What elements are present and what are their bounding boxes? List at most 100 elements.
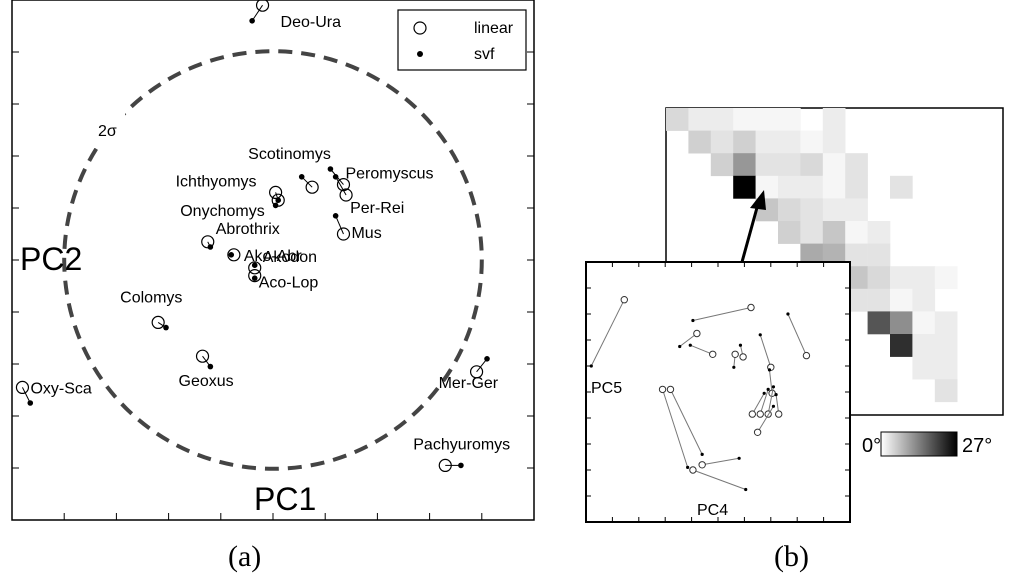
linear-marker bbox=[469, 365, 484, 379]
linear-marker bbox=[227, 248, 241, 262]
inset-svf-marker bbox=[774, 393, 778, 397]
inset-connector-line bbox=[590, 299, 625, 367]
inset-connector-line bbox=[670, 389, 703, 455]
pointer-arrow-shaft bbox=[740, 203, 760, 263]
svf-marker bbox=[327, 166, 334, 172]
heatmap-cell bbox=[800, 175, 824, 199]
heatmap-cell bbox=[800, 221, 824, 244]
inset-linear-marker bbox=[802, 351, 811, 360]
svf-marker bbox=[251, 262, 258, 269]
svf-marker bbox=[251, 275, 258, 282]
inset-svf-marker bbox=[766, 387, 770, 391]
svf-marker bbox=[484, 356, 490, 362]
inset-linear-marker bbox=[709, 350, 717, 358]
inset-svf-marker bbox=[691, 318, 695, 323]
point-label: Ako-Abr bbox=[244, 248, 302, 265]
linear-marker bbox=[151, 315, 165, 329]
inset-linear-marker bbox=[739, 353, 747, 361]
panel-b: PC5 PC4 0° 27° bbox=[585, 107, 1004, 523]
inset-svf-marker bbox=[688, 343, 692, 347]
legend-marker-linear bbox=[413, 21, 427, 35]
inset-connector-line bbox=[702, 457, 740, 466]
heatmap-cell bbox=[912, 311, 936, 335]
heatmap-cell bbox=[890, 288, 913, 312]
point-label: Deo-Ura bbox=[281, 14, 342, 31]
svf-marker bbox=[27, 400, 34, 406]
point-label: Onychomys bbox=[180, 203, 264, 220]
inset-connector-line bbox=[751, 393, 765, 415]
inset-linear-marker bbox=[658, 385, 667, 394]
heatmap-cell bbox=[688, 130, 712, 154]
inset-svf-marker bbox=[762, 391, 766, 395]
heatmap-cell bbox=[845, 243, 868, 267]
heatmap-cell bbox=[934, 379, 958, 403]
heatmap-cell bbox=[778, 153, 801, 177]
linear-marker bbox=[255, 0, 270, 12]
heatmap-cell bbox=[755, 153, 779, 177]
linear-marker bbox=[269, 185, 283, 199]
point-label: Colomys bbox=[120, 289, 182, 306]
axis-label-pc2: PC2 bbox=[20, 241, 82, 277]
heatmap-cell bbox=[666, 108, 689, 131]
heatmap-cell bbox=[733, 130, 756, 154]
inset-connector-line bbox=[662, 389, 689, 468]
heatmap-cell bbox=[867, 266, 891, 290]
heatmap-cell bbox=[822, 130, 846, 154]
inset-linear-marker bbox=[689, 466, 697, 474]
point-label: Scotinomys bbox=[248, 146, 331, 163]
heatmap-cell bbox=[890, 175, 913, 199]
inset-connector-line bbox=[768, 369, 773, 394]
point-label: Abrothrix bbox=[216, 221, 280, 238]
panel-a-ticks bbox=[12, 51, 534, 520]
heatmap-cell bbox=[845, 153, 868, 177]
heatmap-cell bbox=[755, 108, 779, 131]
inset-svf-marker bbox=[589, 364, 593, 368]
heatmap-cell bbox=[867, 311, 891, 335]
inset-connector-line bbox=[757, 406, 774, 433]
linear-marker bbox=[339, 188, 353, 202]
heatmap-cell bbox=[778, 108, 801, 131]
heatmap-cells bbox=[666, 108, 958, 403]
inset-svf-marker bbox=[732, 365, 736, 369]
heatmap-cell bbox=[800, 130, 824, 154]
inset-linear-marker bbox=[747, 303, 755, 312]
inset-linear-marker bbox=[666, 385, 675, 394]
point-label: Oxy-Sca bbox=[30, 380, 91, 397]
inset-connector-line bbox=[759, 334, 772, 368]
svf-marker bbox=[272, 202, 279, 209]
heatmap-cell bbox=[845, 175, 868, 199]
heatmap-cell bbox=[710, 153, 734, 177]
inset-points bbox=[589, 296, 811, 492]
panel-a-points: Deo-Ura Scotinomys Peromyscus Ichthyomys Per… bbox=[15, 0, 510, 472]
heatmap-cell bbox=[934, 311, 958, 335]
heatmap-cell bbox=[778, 221, 801, 244]
svf-marker bbox=[458, 462, 464, 469]
inset-svf-marker bbox=[767, 368, 772, 372]
linear-marker bbox=[195, 349, 210, 363]
heatmap-cell bbox=[755, 130, 779, 154]
inset-linear-marker bbox=[756, 410, 764, 418]
connector-line bbox=[335, 176, 347, 196]
heatmap-cell bbox=[778, 198, 801, 222]
connector-line bbox=[251, 4, 263, 22]
colorbar bbox=[880, 431, 958, 457]
inset-connector-line bbox=[690, 344, 713, 355]
heatmap-cell bbox=[912, 356, 936, 380]
heatmap-cell bbox=[710, 108, 734, 131]
legend-label-svf: svf bbox=[474, 46, 495, 63]
inset-ticks bbox=[586, 262, 850, 522]
legend-marker-svf bbox=[417, 51, 423, 57]
heatmap-cell bbox=[822, 153, 846, 177]
heatmap-cell bbox=[800, 243, 824, 267]
heatmap-cell bbox=[733, 153, 756, 177]
heatmap-cell bbox=[867, 221, 891, 244]
linear-marker bbox=[305, 180, 319, 194]
inset-svf-marker bbox=[737, 456, 741, 460]
inset-linear-marker bbox=[753, 428, 762, 436]
inset-linear-marker bbox=[698, 461, 706, 469]
heatmap-cell bbox=[778, 175, 801, 199]
legend-label-linear: linear bbox=[474, 20, 514, 37]
heatmap-cell bbox=[755, 175, 779, 199]
heatmap-cell bbox=[890, 266, 913, 290]
